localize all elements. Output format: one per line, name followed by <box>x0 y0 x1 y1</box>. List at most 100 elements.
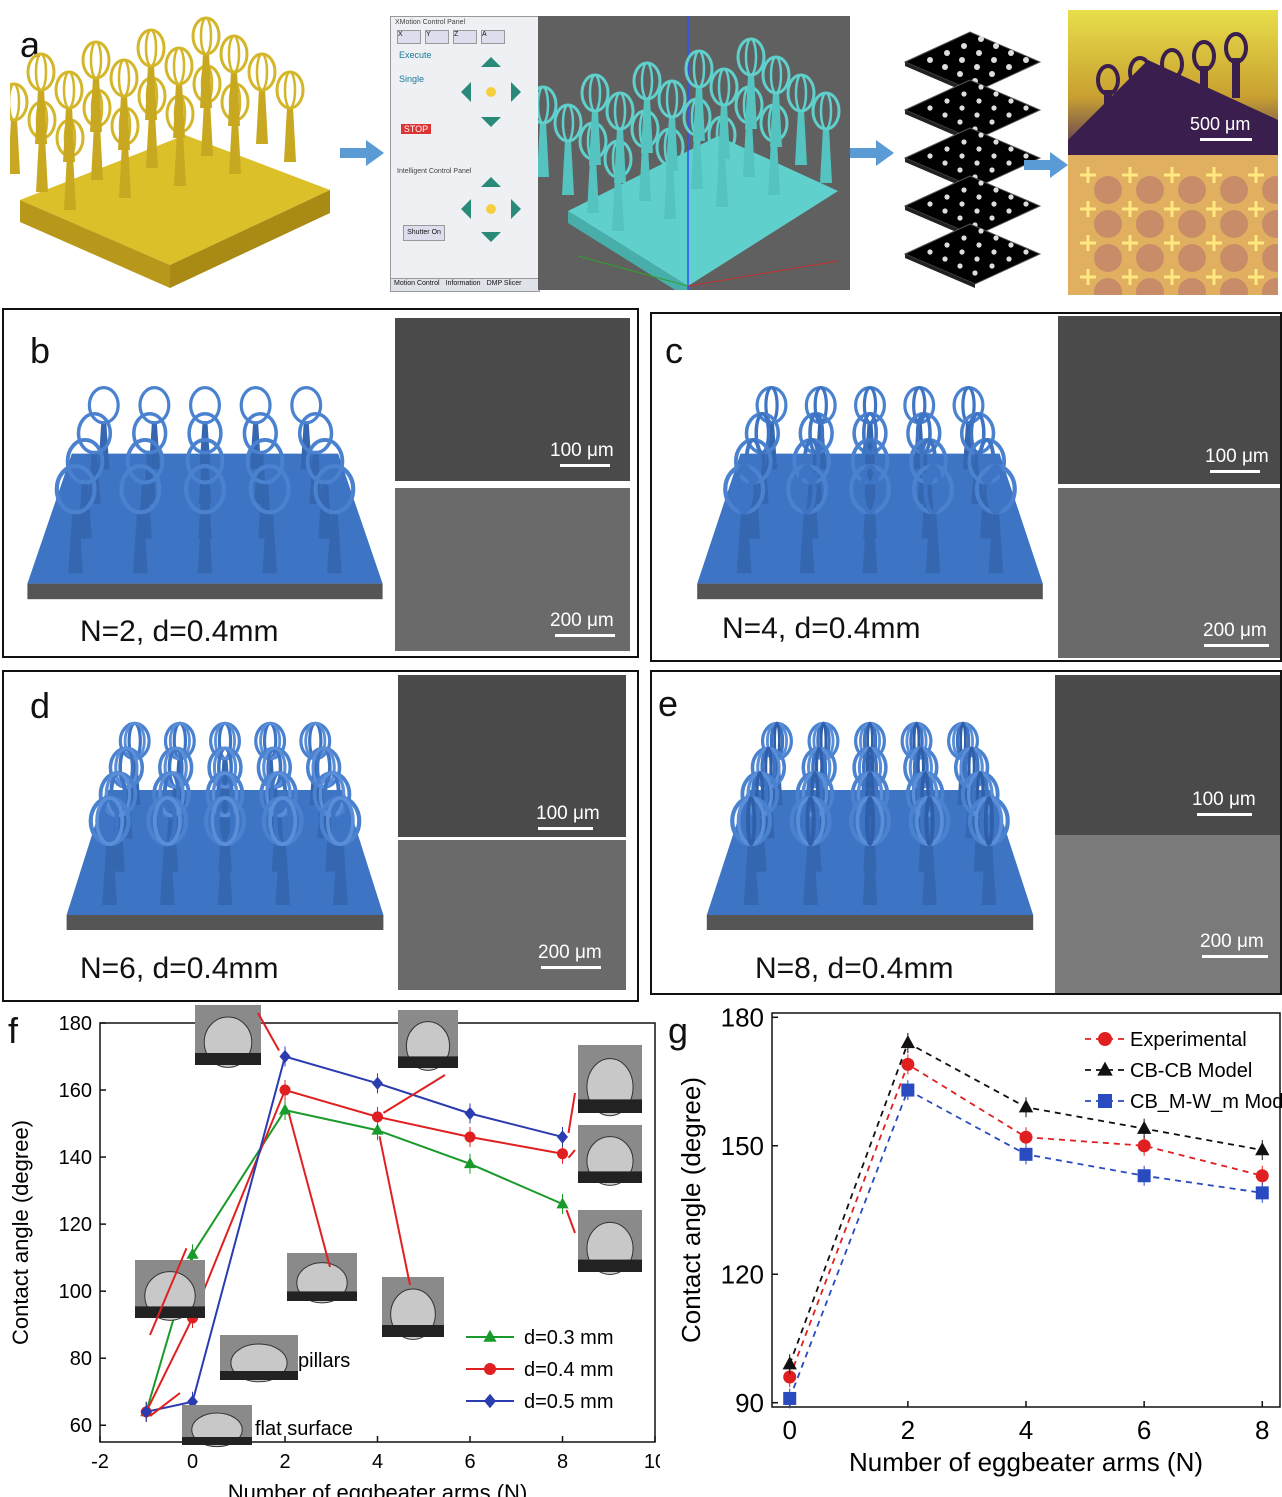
scale-bar <box>1200 138 1252 141</box>
slice-dot <box>961 187 967 193</box>
blue-model-n2 <box>27 386 383 600</box>
scale-bar <box>560 464 610 467</box>
slice-dot <box>961 43 967 49</box>
optical-cage <box>1096 64 1120 96</box>
pillar <box>35 89 47 144</box>
series-line <box>788 1063 1263 1378</box>
model-arm <box>764 746 773 789</box>
model-arm <box>923 463 943 515</box>
legend-label: Experimental <box>1130 1029 1247 1051</box>
slice-dot <box>1008 50 1014 56</box>
y-tick-label: 60 <box>70 1415 92 1437</box>
model-arm <box>764 386 779 425</box>
pillar-cage <box>275 70 305 110</box>
scale-label: 100 μm <box>550 440 614 461</box>
y-tick-label: 140 <box>59 1147 92 1169</box>
chart-g: 0 2 4 6 8 90 120 150 180 Number of eggbeater arms… <box>676 1005 1282 1477</box>
stop-button[interactable]: STOP <box>401 124 431 134</box>
optical-star <box>1164 201 1180 217</box>
slice-edge <box>905 254 975 288</box>
panel-g-label: g <box>668 1010 689 1051</box>
optical-shadow <box>1178 278 1206 295</box>
optical-shadow <box>1262 176 1278 204</box>
optical-cage <box>1128 56 1152 88</box>
slice-dot <box>957 263 963 269</box>
droplet-substrate <box>195 1053 261 1065</box>
slice-dot <box>944 242 950 248</box>
panel-e-caption: N=8, d=0.4mm <box>755 952 954 985</box>
model-arm <box>152 796 182 846</box>
x-axis-label: Number of eggbeater arms (N) <box>228 1480 528 1497</box>
pillar-cage <box>640 61 654 101</box>
z-home-button[interactable]: Z <box>453 30 477 44</box>
pillar-cage <box>786 73 816 113</box>
optical-shadow <box>1262 210 1278 238</box>
slice-dot <box>1008 146 1014 152</box>
pillar <box>639 146 651 201</box>
slice-dot <box>991 201 997 207</box>
a-home-button[interactable]: A <box>481 30 505 44</box>
model-arm <box>211 771 239 818</box>
pillar-cage <box>769 55 783 95</box>
optical-shadow <box>1220 244 1248 272</box>
tab-information[interactable]: Information <box>445 280 481 287</box>
execute-button[interactable]: Execute <box>399 50 432 60</box>
slice-dot <box>1023 201 1029 207</box>
optical-shadow <box>1262 278 1278 295</box>
pillar <box>64 155 76 210</box>
legend-label: CB_M-W_m Model <box>1130 1091 1282 1113</box>
data-point <box>901 1057 915 1071</box>
y-tick-label: 180 <box>721 1005 764 1032</box>
slice-dot <box>1023 105 1029 111</box>
model-pillar <box>217 842 233 905</box>
optical-star <box>1248 201 1264 217</box>
shutter-button[interactable]: Shutter On <box>403 225 445 241</box>
optical-star <box>1080 269 1096 285</box>
slice-dot <box>1006 64 1012 70</box>
legend-label: d=0.3 mm <box>524 1327 613 1349</box>
optical-star <box>1248 269 1264 285</box>
data-point <box>901 1083 915 1097</box>
pillar-cage <box>605 91 635 131</box>
single-step-button[interactable]: Single <box>399 74 425 84</box>
scale-bar <box>1204 644 1269 647</box>
model-arm <box>265 771 292 818</box>
x-axis-label: Number of eggbeater arms (N) <box>849 1447 1203 1477</box>
annotation-pillars: pillars <box>298 1350 350 1372</box>
optical-pillar <box>1104 90 1112 130</box>
sem-side-b: 200 μm <box>395 488 630 651</box>
slice-dot <box>927 153 933 159</box>
pillar-cage <box>172 46 186 86</box>
pillar <box>691 134 703 189</box>
model-arm <box>163 746 188 789</box>
slice-dot <box>974 112 980 118</box>
model-arm <box>967 746 976 789</box>
scale-bar <box>1197 813 1252 816</box>
model-pillar <box>862 510 878 574</box>
model-arm <box>54 463 97 515</box>
tab-dmp-slicer[interactable]: DMP Slicer <box>486 280 522 287</box>
panel-c-frame <box>650 312 1282 662</box>
x-home-button[interactable]: X <box>397 30 421 44</box>
scale-label: 500 μm <box>1190 114 1251 134</box>
y-home-button[interactable]: Y <box>425 30 449 44</box>
model-pillar <box>925 510 941 574</box>
chart-f: -2 0 2 4 6 8 10 60 80 100 120 140 160 180 Number of eg… <box>8 1005 660 1497</box>
model-arm <box>65 437 105 485</box>
model-arm <box>138 386 171 425</box>
slice-dot <box>942 112 948 118</box>
x-tick-label: 2 <box>901 1415 915 1445</box>
slice-dot <box>978 84 984 90</box>
pillar-cage <box>580 73 610 113</box>
model-arm <box>262 746 287 789</box>
cad-viewport <box>528 16 850 298</box>
model-arm <box>862 411 878 455</box>
pillar <box>146 113 158 168</box>
slice-dot <box>942 160 948 166</box>
optical-shadow <box>1094 176 1122 204</box>
model-arm <box>125 437 165 485</box>
sem-top-e: 100 μm <box>1055 675 1280 835</box>
tab-motion-control[interactable]: Motion Control <box>394 280 440 287</box>
panel-b-label: b <box>30 330 51 371</box>
slice-dot <box>1008 98 1014 104</box>
